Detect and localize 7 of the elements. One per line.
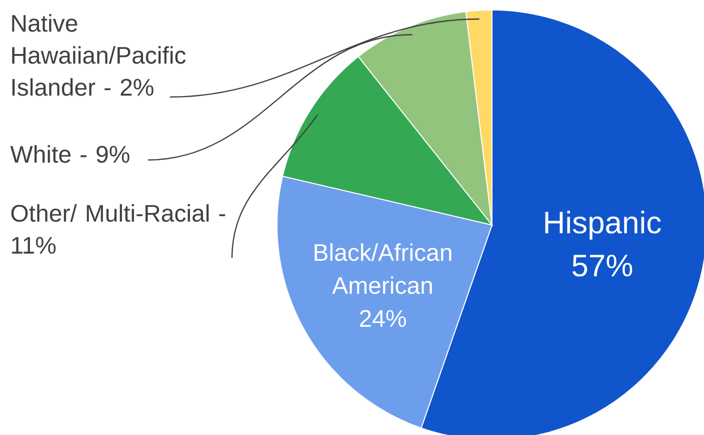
slice-label: Other/ Multi-Racial - 11% [11, 204, 226, 254]
slice-label: Hispanic [545, 210, 661, 240]
slice-label: Native Hawaiian/Pacific Islander - 2% [12, 14, 186, 96]
slice-label: Black/African American [314, 243, 452, 294]
slice-label: White - 9% [10, 145, 130, 163]
data-label: 57% [572, 254, 632, 277]
data-label: 24% [360, 310, 406, 327]
